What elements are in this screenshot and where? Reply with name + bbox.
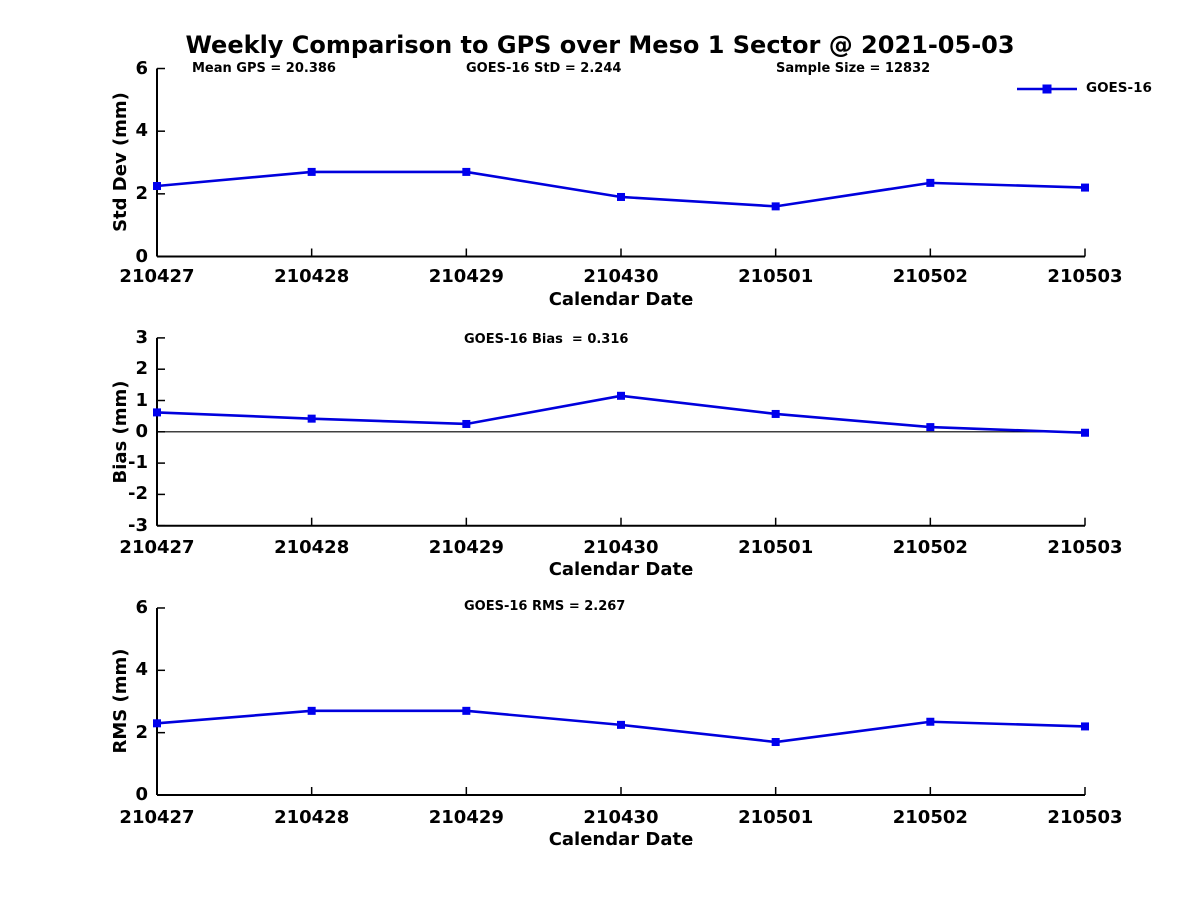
legend-label-goes16: GOES-16 (1086, 80, 1152, 97)
x-tick-label: 210501 (738, 807, 814, 828)
data-marker-rms (153, 719, 161, 728)
y-tick-label: 2 (135, 721, 148, 743)
x-tick-label: 210429 (428, 807, 504, 828)
data-marker-rms (307, 706, 316, 715)
x-axis-label-panel3: Calendar Date (548, 829, 694, 850)
x-tick-label: 210502 (892, 266, 968, 287)
x-axis-label-panel2: Calendar Date (548, 559, 694, 580)
x-tick-label: 210428 (274, 807, 350, 828)
x-tick-label: 210501 (738, 266, 814, 287)
data-marker-rms (771, 738, 780, 747)
x-tick-label: 210502 (892, 807, 968, 828)
x-tick-label: 210430 (583, 266, 659, 287)
data-marker-rms (462, 706, 471, 715)
data-marker-std-dev (771, 202, 780, 211)
x-tick-label: 210429 (428, 266, 504, 287)
y-tick-label: 0 (135, 420, 148, 442)
data-line-std-dev (156, 170, 1086, 208)
annotation-mean-gps: Mean GPS = 20.386 (192, 61, 336, 76)
data-marker-bias (926, 423, 935, 432)
data-marker-rms (1081, 722, 1089, 731)
data-marker-std-dev (926, 178, 935, 187)
annotation-goes16-rms: GOES-16 RMS = 2.267 (464, 599, 626, 614)
annotation-goes16-bias: GOES-16 Bias = 0.316 (464, 332, 629, 347)
data-marker-bias (617, 391, 625, 400)
chart-title: Weekly Comparison to GPS over Meso 1 Sec… (185, 31, 1015, 59)
y-tick-label: 6 (135, 596, 148, 618)
data-marker-bias (1081, 428, 1089, 437)
y-tick-label: 4 (135, 120, 148, 142)
x-tick-label: 210501 (738, 537, 814, 558)
y-tick-label: 4 (135, 659, 148, 681)
x-tick-label: 210427 (119, 807, 195, 828)
data-marker-rms (617, 720, 625, 729)
data-marker-bias (307, 414, 316, 423)
legend: GOES-16 (1016, 81, 1152, 97)
x-tick-label: 210427 (119, 537, 195, 558)
y-tick-label: 2 (135, 358, 148, 380)
data-marker-std-dev (153, 182, 161, 191)
x-tick-label: 210427 (119, 266, 195, 287)
data-marker-std-dev (1081, 183, 1089, 192)
x-tick-label: 210430 (583, 807, 659, 828)
x-tick-label: 210502 (892, 537, 968, 558)
annotation-goes16-std: GOES-16 StD = 2.244 (466, 61, 622, 76)
x-tick-label: 210428 (274, 266, 350, 287)
y-tick-label: -1 (128, 452, 148, 474)
data-marker-bias (462, 419, 471, 428)
data-marker-rms (926, 717, 935, 726)
x-tick-label: 210429 (428, 537, 504, 558)
data-marker-std-dev (462, 167, 471, 176)
y-tick-label: 6 (135, 57, 148, 79)
data-line-bias (156, 394, 1086, 435)
y-tick-label: -2 (128, 483, 148, 505)
data-marker-std-dev (617, 192, 625, 201)
x-axis-label-panel1: Calendar Date (548, 289, 694, 310)
x-tick-label: 210503 (1047, 537, 1123, 558)
y-tick-label: 1 (135, 389, 148, 411)
x-tick-label: 210430 (583, 537, 659, 558)
x-tick-label: 210503 (1047, 266, 1123, 287)
x-tick-label: 210428 (274, 537, 350, 558)
x-tick-label: 210503 (1047, 807, 1123, 828)
y-tick-label: 0 (135, 245, 148, 267)
data-marker-bias (153, 408, 161, 417)
annotation-sample-size: Sample Size = 12832 (776, 61, 931, 76)
y-tick-label: 0 (135, 784, 148, 805)
y-tick-label: 3 (135, 326, 148, 348)
y-tick-label: -3 (128, 514, 148, 536)
legend-line-marker-icon (1017, 84, 1077, 94)
y-tick-label: 2 (135, 182, 148, 204)
data-marker-std-dev (307, 167, 316, 176)
data-marker-bias (771, 409, 780, 418)
